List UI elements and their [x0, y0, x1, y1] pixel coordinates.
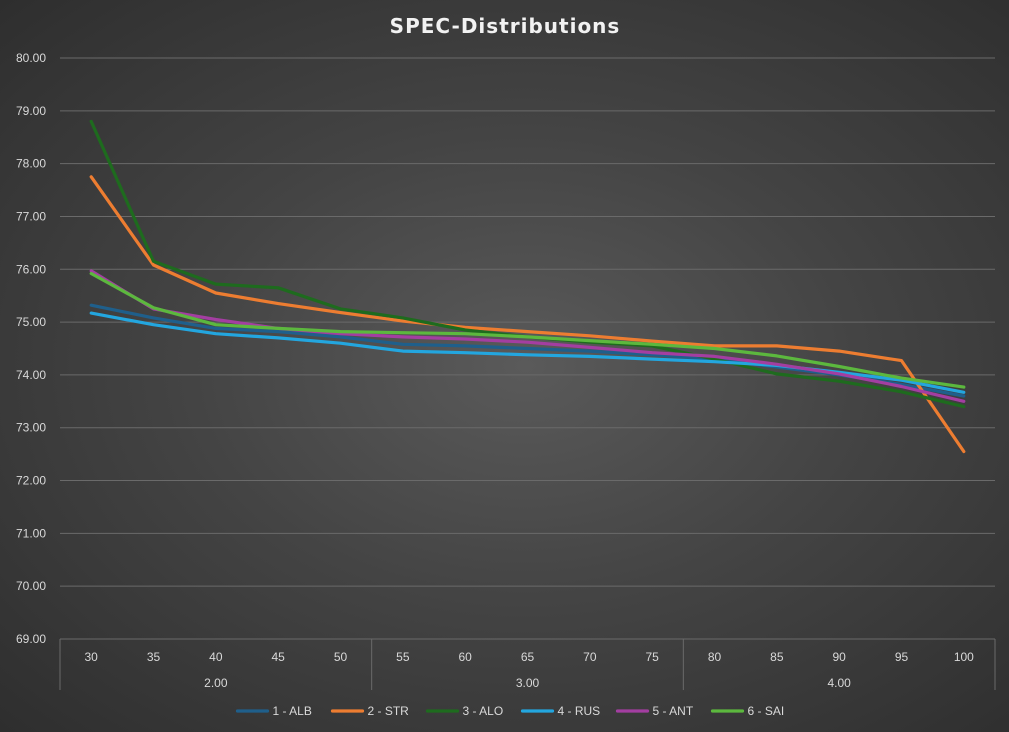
x-tick-label: 35 [147, 650, 161, 664]
y-tick-label: 72.00 [16, 474, 46, 488]
x-tick-label: 30 [84, 650, 98, 664]
y-tick-label: 70.00 [16, 579, 46, 593]
y-axis: 69.00 70.00 71.00 72.00 73.00 74.00 75.00 76.00… [16, 51, 46, 646]
x-group-label: 2.00 [204, 676, 228, 690]
x-tick-label: 100 [954, 650, 974, 664]
series-lines [89, 119, 966, 454]
x-group-label: 3.00 [516, 676, 540, 690]
gridlines [60, 57, 995, 640]
x-tick-label: 95 [895, 650, 909, 664]
y-tick-label: 79.00 [16, 104, 46, 118]
legend-entry[interactable]: 2 - STR [330, 704, 410, 718]
legend-label: 4 - RUS [558, 704, 601, 718]
series-line-6-sai [89, 271, 966, 389]
y-tick-label: 69.00 [16, 632, 46, 646]
x-tick-label: 65 [521, 650, 535, 664]
x-tick-label: 85 [770, 650, 784, 664]
y-tick-label: 76.00 [16, 262, 46, 276]
y-tick-label: 78.00 [16, 157, 46, 171]
y-tick-label: 73.00 [16, 421, 46, 435]
legend-entry[interactable]: 3 - ALO [425, 704, 504, 718]
x-tick-label: 40 [209, 650, 223, 664]
legend-label: 2 - STR [368, 704, 410, 718]
y-tick-label: 74.00 [16, 368, 46, 382]
x-tick-label: 75 [645, 650, 659, 664]
x-tick-label: 55 [396, 650, 410, 664]
legend-label: 6 - SAI [748, 704, 785, 718]
x-group-label: 4.00 [827, 676, 851, 690]
legend-entry[interactable]: 1 - ALB [235, 704, 312, 718]
x-tick-label: 45 [271, 650, 285, 664]
legend-label: 5 - ANT [653, 704, 694, 718]
y-tick-label: 80.00 [16, 51, 46, 65]
x-tick-label: 90 [832, 650, 846, 664]
x-tick-label: 70 [583, 650, 597, 664]
x-tick-label: 60 [458, 650, 472, 664]
legend-entry[interactable]: 4 - RUS [520, 704, 601, 718]
chart-title: SPEC-Distributions [390, 14, 621, 38]
series-line-2-str [89, 175, 966, 454]
x-tick-label: 80 [708, 650, 722, 664]
legend[interactable]: 1 - ALB 2 - STR 3 - ALO 4 - RUS 5 - ANT 6 - S… [235, 704, 785, 718]
legend-entry[interactable]: 5 - ANT [615, 704, 694, 718]
legend-label: 1 - ALB [273, 704, 312, 718]
x-tick-label: 50 [334, 650, 348, 664]
series-line-5-ant [89, 269, 966, 403]
y-tick-label: 75.00 [16, 315, 46, 329]
legend-label: 3 - ALO [463, 704, 504, 718]
y-tick-label: 71.00 [16, 526, 46, 540]
legend-entry[interactable]: 6 - SAI [710, 704, 785, 718]
x-axis: 30 35 40 45 50 55 60 65 70 75 80 85 90 95 100 2.00 3.00 4… [59, 639, 996, 690]
y-tick-label: 77.00 [16, 209, 46, 223]
